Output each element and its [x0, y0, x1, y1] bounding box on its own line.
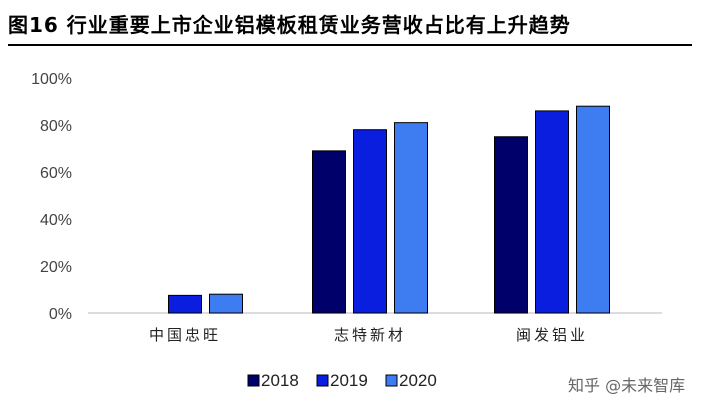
bar-2020-0	[209, 293, 243, 314]
category-labels: 中国忠旺 志特新材 闽发铝业	[149, 326, 588, 344]
y-tick-label: 40%	[40, 212, 72, 229]
legend-swatch-2020	[385, 374, 398, 387]
y-tick-label: 20%	[40, 259, 72, 276]
category-label: 中国忠旺	[149, 326, 221, 344]
y-axis-ticks: 0% 20% 40% 60% 80% 100%	[31, 71, 72, 323]
y-tick-label: 80%	[40, 118, 72, 135]
y-tick-label: 100%	[31, 71, 72, 88]
legend-label-2019: 2019	[330, 371, 368, 390]
legend-swatch-2019	[316, 374, 329, 387]
y-tick-label: 60%	[40, 165, 72, 182]
bar-2020-1	[394, 122, 428, 314]
y-tick-label: 0%	[49, 306, 72, 323]
legend-label-2018: 2018	[261, 371, 299, 390]
bars	[168, 105, 610, 314]
bar-2019-0	[168, 294, 202, 314]
legend-swatch-2018	[247, 374, 260, 387]
title-underline	[8, 44, 692, 46]
bar-2018-1	[312, 150, 346, 314]
category-label: 闽发铝业	[516, 326, 588, 344]
watermark: 知乎 @未来智库	[568, 376, 686, 395]
bar-2020-2	[576, 105, 610, 314]
bar-2019-2	[535, 110, 569, 314]
legend-label-2020: 2020	[399, 371, 437, 390]
chart-title: 图16 行业重要上市企业铝模板租赁业务营收占比有上升趋势	[8, 13, 571, 37]
bar-2019-1	[353, 129, 387, 314]
legend: 2018 2019 2020	[247, 371, 437, 390]
bar-2018-2	[494, 136, 528, 314]
category-label: 志特新材	[334, 326, 406, 344]
